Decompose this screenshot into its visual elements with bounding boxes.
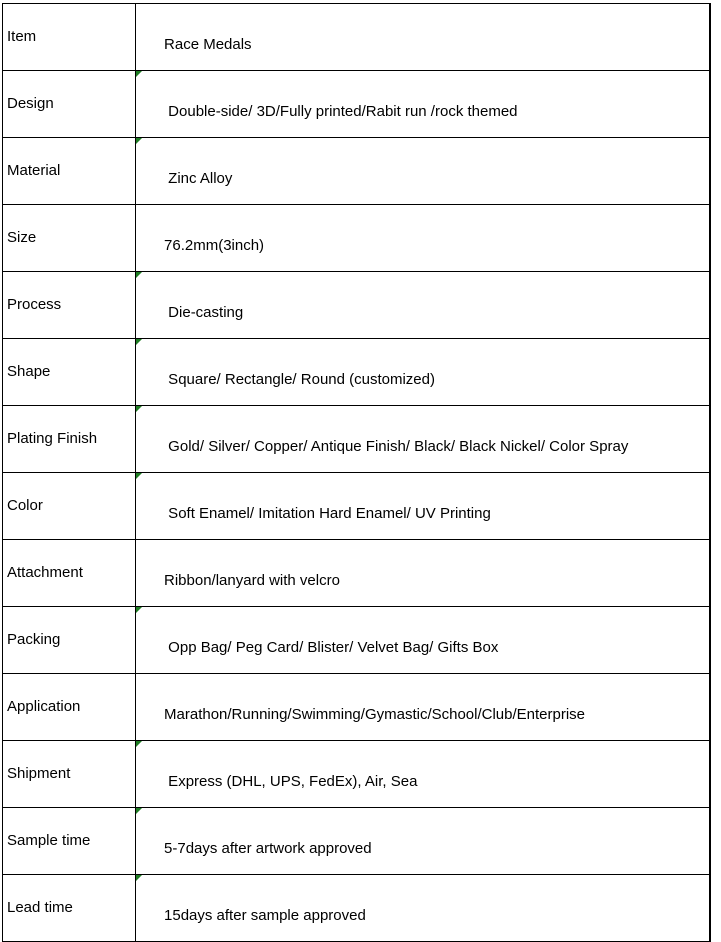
spec-value-cell: Race Medals (136, 4, 711, 71)
spec-label-cell: Color (3, 473, 136, 540)
spec-value-cell: Express (DHL, UPS, FedEx), Air, Sea (136, 741, 711, 808)
spec-value-cell: 76.2mm(3inch) (136, 205, 711, 272)
green-triangle-flag-icon (136, 808, 142, 814)
spec-label-cell: Item (3, 4, 136, 71)
green-triangle-flag-icon (136, 272, 142, 278)
spec-value-cell: Marathon/Running/Swimming/Gymastic/Schoo… (136, 674, 711, 741)
spec-value-text: Zinc Alloy (164, 170, 232, 187)
spec-label-cell: Sample time (3, 808, 136, 875)
table-row: Color Soft Enamel/ Imitation Hard Enamel… (3, 473, 711, 540)
spec-value-cell: Soft Enamel/ Imitation Hard Enamel/ UV P… (136, 473, 711, 540)
table-row: Material Zinc Alloy (3, 138, 711, 205)
spec-label-cell: Packing (3, 607, 136, 674)
spec-value-cell: 15days after sample approved (136, 875, 711, 942)
spec-value-cell: Square/ Rectangle/ Round (customized) (136, 339, 711, 406)
spec-value-cell: Zinc Alloy (136, 138, 711, 205)
spec-label-cell: Plating Finish (3, 406, 136, 473)
table-row: Attachment Ribbon/lanyard with velcro (3, 540, 711, 607)
table-row: Item Race Medals (3, 4, 711, 71)
spec-value-text: Ribbon/lanyard with velcro (164, 572, 340, 589)
spec-label-cell: Lead time (3, 875, 136, 942)
spec-value-text: Gold/ Silver/ Copper/ Antique Finish/ Bl… (164, 438, 628, 455)
spec-value-cell: Ribbon/lanyard with velcro (136, 540, 711, 607)
spec-label-cell: Shape (3, 339, 136, 406)
green-triangle-flag-icon (136, 406, 142, 412)
table-row: Packing Opp Bag/ Peg Card/ Blister/ Velv… (3, 607, 711, 674)
table-row: Shape Square/ Rectangle/ Round (customiz… (3, 339, 711, 406)
spec-label-cell: Material (3, 138, 136, 205)
spec-value-cell: Double-side/ 3D/Fully printed/Rabit run … (136, 71, 711, 138)
spec-value-text: Opp Bag/ Peg Card/ Blister/ Velvet Bag/ … (164, 639, 498, 656)
green-triangle-flag-icon (136, 71, 142, 77)
table-row: Lead time 15days after sample approved (3, 875, 711, 942)
green-triangle-flag-icon (136, 741, 142, 747)
green-triangle-flag-icon (136, 875, 142, 881)
table-row: Sample time 5-7days after artwork approv… (3, 808, 711, 875)
spec-value-text: Race Medals (164, 36, 252, 53)
green-triangle-flag-icon (136, 138, 142, 144)
spec-value-text: Soft Enamel/ Imitation Hard Enamel/ UV P… (164, 505, 491, 522)
table-row: Plating Finish Gold/ Silver/ Copper/ Ant… (3, 406, 711, 473)
spec-value-text: 76.2mm(3inch) (164, 237, 264, 254)
spec-label-cell: Process (3, 272, 136, 339)
green-triangle-flag-icon (136, 607, 142, 613)
green-triangle-flag-icon (136, 339, 142, 345)
table-row: Shipment Express (DHL, UPS, FedEx), Air,… (3, 741, 711, 808)
spec-value-text: 15days after sample approved (164, 907, 366, 924)
spec-value-cell: Gold/ Silver/ Copper/ Antique Finish/ Bl… (136, 406, 711, 473)
spec-value-text: 5-7days after artwork approved (164, 840, 372, 857)
spec-label-cell: Shipment (3, 741, 136, 808)
table-row: Design Double-side/ 3D/Fully printed/Rab… (3, 71, 711, 138)
spec-value-cell: Opp Bag/ Peg Card/ Blister/ Velvet Bag/ … (136, 607, 711, 674)
spec-value-cell: Die-casting (136, 272, 711, 339)
spec-value-text: Express (DHL, UPS, FedEx), Air, Sea (164, 773, 417, 790)
spec-value-text: Double-side/ 3D/Fully printed/Rabit run … (164, 103, 518, 120)
table-row: Process Die-casting (3, 272, 711, 339)
product-spec-table: Item Race Medals Design Double-side/ 3D/… (2, 3, 711, 942)
spec-label-cell: Size (3, 205, 136, 272)
table-row: Application Marathon/Running/Swimming/Gy… (3, 674, 711, 741)
spec-value-text: Marathon/Running/Swimming/Gymastic/Schoo… (164, 706, 585, 723)
spec-value-text: Die-casting (164, 304, 243, 321)
table-row: Size 76.2mm(3inch) (3, 205, 711, 272)
spec-label-cell: Attachment (3, 540, 136, 607)
spec-label-cell: Design (3, 71, 136, 138)
green-triangle-flag-icon (136, 473, 142, 479)
spec-value-text: Square/ Rectangle/ Round (customized) (164, 371, 435, 388)
spec-value-cell: 5-7days after artwork approved (136, 808, 711, 875)
spec-label-cell: Application (3, 674, 136, 741)
